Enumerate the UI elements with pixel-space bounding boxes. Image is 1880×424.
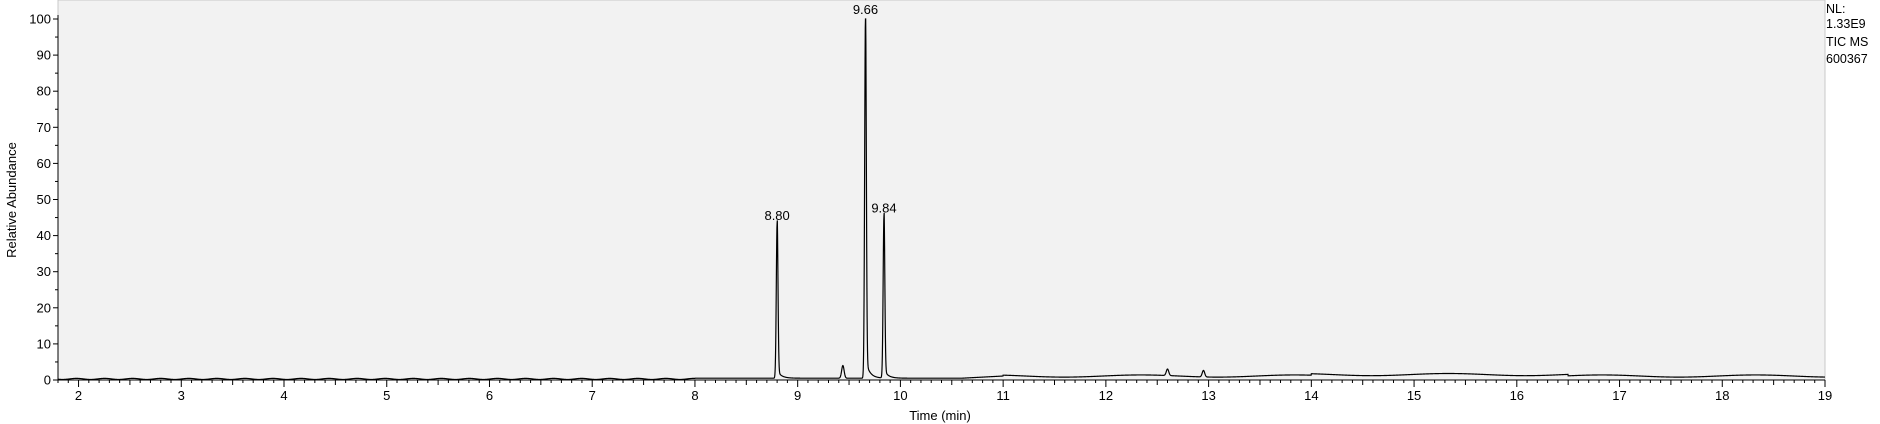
nl-label: NL: <box>1826 2 1846 16</box>
y-tick-label: 30 <box>37 264 51 279</box>
x-tick-label: 11 <box>996 388 1010 403</box>
x-tick-label: 7 <box>589 388 596 403</box>
x-tick-label: 16 <box>1510 388 1524 403</box>
peak-label: 8.80 <box>764 208 789 223</box>
x-tick-label: 8 <box>691 388 698 403</box>
y-tick-label: 40 <box>37 228 51 243</box>
x-tick-label: 2 <box>75 388 82 403</box>
nl-value: 1.33E9 <box>1826 17 1866 31</box>
peak-labels: 8.80 9.66 9.84 <box>764 2 896 223</box>
x-tick-label: 14 <box>1304 388 1318 403</box>
y-tick-label: 10 <box>37 336 51 351</box>
y-tick-label: 70 <box>37 120 51 135</box>
peak-label: 9.84 <box>871 201 896 216</box>
sample-id: 600367 <box>1826 52 1868 66</box>
x-tick-label: 10 <box>893 388 907 403</box>
y-axis-title: Relative Abundance <box>4 142 19 258</box>
y-axis: 0 10 20 30 40 50 60 70 80 90 100 <box>29 12 59 388</box>
tic-trace <box>57 18 1825 381</box>
x-tick-label: 6 <box>486 388 493 403</box>
x-tick-label: 9 <box>794 388 801 403</box>
y-tick-label: 50 <box>37 192 51 207</box>
y-tick-label: 20 <box>37 300 51 315</box>
peak-label: 9.66 <box>853 2 878 17</box>
x-axis-title: Time (min) <box>909 408 971 423</box>
x-axis: 2 3 4 5 6 7 8 9 10 11 12 13 14 15 16 17 18 19 <box>57 379 1832 403</box>
x-tick-label: 3 <box>178 388 185 403</box>
x-tick-label: 17 <box>1612 388 1626 403</box>
scan-filter: TIC MS <box>1826 35 1869 49</box>
y-tick-label: 90 <box>37 48 51 63</box>
x-tick-label: 4 <box>280 388 287 403</box>
x-tick-label: 13 <box>1201 388 1215 403</box>
x-tick-label: 15 <box>1407 388 1421 403</box>
x-tick-label: 18 <box>1715 388 1729 403</box>
y-tick-label: 60 <box>37 156 51 171</box>
y-tick-label: 100 <box>29 12 51 27</box>
x-tick-label: 12 <box>1099 388 1113 403</box>
x-tick-label: 19 <box>1818 388 1832 403</box>
y-tick-label: 0 <box>44 373 51 388</box>
x-tick-label: 5 <box>383 388 390 403</box>
y-tick-label: 80 <box>37 84 51 99</box>
plot-background <box>57 0 1826 381</box>
